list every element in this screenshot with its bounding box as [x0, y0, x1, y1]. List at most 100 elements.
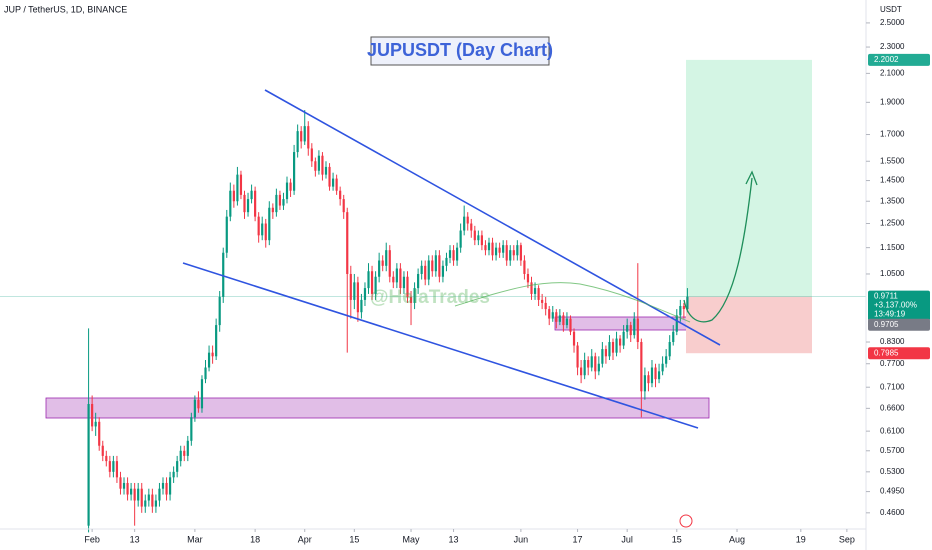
candle-body [615, 338, 618, 353]
price-tag: 0.9711 [874, 292, 898, 301]
candle-body [108, 461, 111, 472]
candle-body [608, 342, 611, 357]
candle-body [643, 375, 646, 392]
candle-body [161, 482, 165, 489]
lower-trendline [182, 262, 699, 429]
candle-body [413, 288, 416, 303]
candle-body [254, 190, 257, 217]
candle-body [321, 155, 324, 175]
candle-body [126, 482, 129, 495]
x-tick-label: 15 [672, 534, 682, 544]
candle-body [154, 500, 158, 507]
candle-body [523, 260, 526, 274]
candle-body [137, 488, 140, 501]
candle-body [370, 271, 374, 294]
watermark: @HelaTrades [370, 287, 490, 308]
candle-body [601, 349, 604, 364]
candle-body [122, 482, 126, 489]
candle-body [526, 273, 530, 283]
candle-body [342, 199, 345, 213]
y-tick-label: 1.7000 [880, 130, 905, 139]
candle-body [293, 152, 296, 191]
candle-body [629, 325, 632, 336]
candle-body [555, 312, 558, 322]
candle-body [91, 403, 94, 427]
x-tick-label: Sep [839, 534, 855, 544]
event-icon [679, 514, 693, 528]
arrow-head [745, 170, 758, 186]
candle-body [115, 461, 119, 478]
candle-body [587, 359, 590, 368]
candle-body [112, 461, 115, 472]
candle-body [427, 260, 430, 280]
y-tick-label: 1.0500 [880, 269, 905, 278]
candle-body [331, 178, 335, 187]
candle-body [165, 482, 168, 495]
title-box [370, 36, 550, 66]
candle-body [541, 299, 544, 303]
candle-body [470, 223, 473, 231]
candle-body [229, 190, 232, 217]
candle-body [558, 315, 561, 322]
candle-body [197, 399, 200, 409]
candle-body [636, 318, 639, 343]
candle-body [381, 260, 384, 266]
candle-body [360, 299, 363, 313]
candle-body [374, 276, 377, 294]
candle-body [420, 265, 423, 274]
candle-body [597, 363, 600, 372]
candle-body [186, 440, 189, 456]
candle-body [431, 260, 434, 272]
candle-body [222, 252, 225, 297]
candle-body [459, 230, 462, 248]
candle-body [622, 331, 625, 346]
candle-body [441, 265, 445, 277]
candle-body [363, 288, 367, 300]
x-tick-label: Feb [84, 534, 100, 544]
candle-body [215, 325, 218, 357]
candle-body [675, 315, 678, 332]
y-tick-label: 1.3500 [880, 196, 905, 205]
candle-body [569, 318, 572, 332]
zones [0, 59, 866, 419]
chart-title: JUPUSDT (Day Chart) [367, 40, 553, 60]
upper-trendline [264, 89, 721, 346]
candle-body [190, 417, 193, 441]
candle-body [324, 166, 328, 175]
candle-body [672, 331, 675, 343]
candle-body [236, 174, 239, 202]
candle-body [353, 282, 356, 300]
candle-body [463, 216, 466, 231]
candle-body [530, 282, 533, 294]
candle-body [218, 296, 221, 326]
candle-body [626, 325, 629, 332]
candle-body [278, 194, 282, 206]
drawings [182, 89, 758, 528]
candle-body [250, 190, 253, 200]
price-tag-bg [868, 318, 930, 331]
candle-body [657, 371, 661, 380]
candle-body [466, 216, 469, 224]
candle-body [650, 367, 654, 384]
x-tick-label: 15 [349, 534, 359, 544]
candle-body [682, 306, 685, 310]
candle-body [346, 212, 349, 274]
y-tick-label: 0.4600 [880, 508, 905, 517]
candle-body [679, 306, 682, 316]
candle-body [480, 235, 483, 246]
candle-body [388, 250, 391, 277]
candle-body [349, 273, 352, 300]
price-tag-bg [868, 53, 930, 66]
candle-body [448, 250, 452, 258]
candle-body [310, 148, 313, 162]
candle-body [101, 445, 104, 456]
candle-body [498, 247, 501, 253]
candle-body [491, 242, 494, 256]
candle-body [179, 450, 182, 462]
candle-body [551, 312, 554, 319]
candle-body [105, 455, 108, 462]
candle-body [409, 296, 413, 303]
candle-body [590, 356, 593, 368]
y-tick-label: 1.2500 [880, 219, 905, 228]
